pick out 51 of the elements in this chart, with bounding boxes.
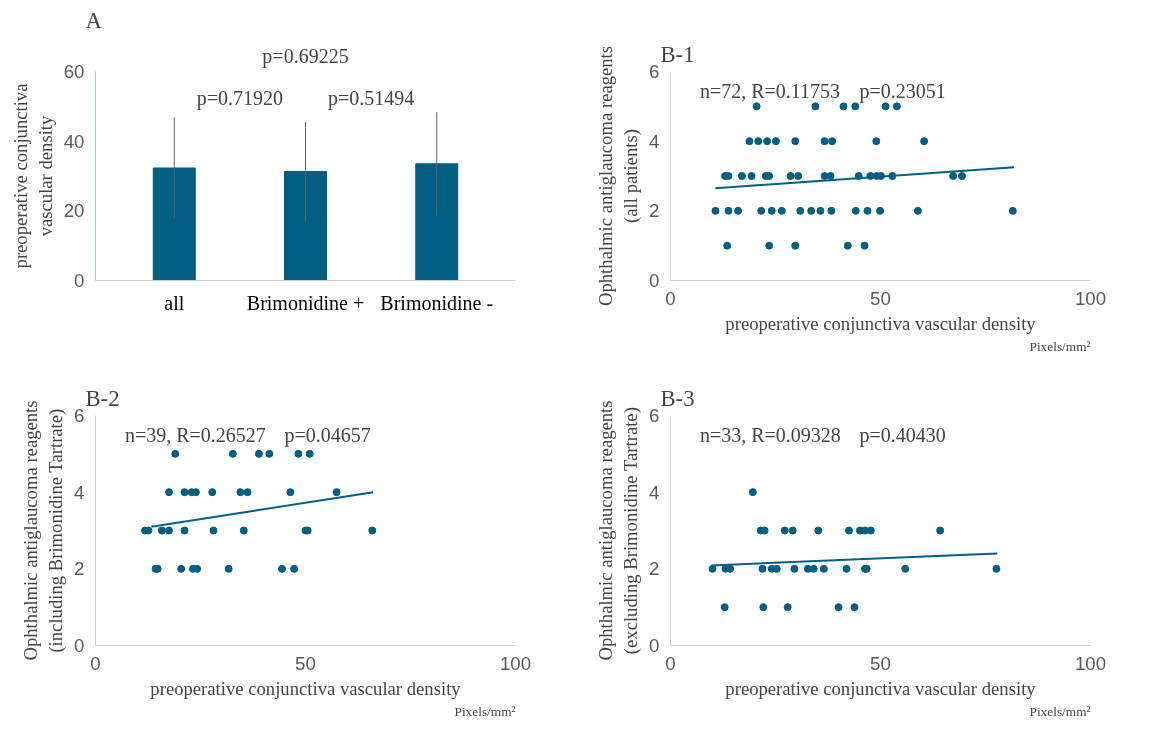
- y-tick-label: 4: [649, 481, 660, 503]
- x-tick-label: 0: [90, 652, 101, 674]
- y-tick-label: 6: [649, 61, 660, 82]
- y-tick-label: 0: [74, 270, 85, 291]
- y-tick-label: 4: [649, 130, 660, 152]
- y-tick-label: 0: [649, 635, 660, 656]
- x-tick-label: 50: [870, 287, 891, 309]
- y-tick-label: 2: [649, 200, 660, 222]
- x-axis-title: preoperative conjunctiva vascular density: [725, 312, 1037, 334]
- x-tick-label: all: [164, 291, 185, 314]
- annotation: p=0.40430: [859, 423, 946, 447]
- y-axis-title: Ophthalmic antiglaucoma reagents (excluding Brimonidine Tartrate): [594, 400, 643, 661]
- y-tick-label: 2: [649, 558, 660, 580]
- annotation: n=33, R=0.09328: [699, 423, 841, 446]
- y-tick-label: 40: [63, 130, 85, 152]
- x-tick-label: 100: [499, 652, 532, 674]
- y-tick-label: 60: [63, 61, 85, 82]
- x-tick-label: 50: [870, 652, 891, 674]
- chart-title: B-3: [660, 385, 695, 411]
- chart-title: B-1: [660, 41, 695, 67]
- x-tick-label: Brimonidine -: [380, 291, 494, 314]
- text: p=0.69225: [262, 44, 349, 68]
- text: Pixels/mm²: [1029, 338, 1091, 354]
- annotation: p=0.04657: [284, 423, 371, 447]
- y-axis-title: Ophthalmic antiglaucoma reagents (all patients): [594, 45, 643, 307]
- x-axis-title: preoperative conjunctiva vascular density: [725, 677, 1037, 699]
- y-tick-label: 6: [74, 405, 85, 426]
- chart-title: A: [85, 7, 103, 33]
- annotation: p=0.71920: [196, 87, 284, 111]
- annotation: n=39, R=0.26527: [124, 423, 266, 446]
- y-tick-label: 6: [649, 405, 660, 426]
- x-tick-label: 100: [1074, 287, 1107, 309]
- text: Pixels/mm²: [1029, 703, 1091, 719]
- x-tick-label: 0: [665, 287, 676, 309]
- annotation: p=0.51494: [327, 87, 415, 111]
- annotation: p=0.23051: [859, 79, 946, 103]
- x-axis-title: preoperative conjunctiva vascular density: [150, 677, 462, 699]
- y-axis-title: preoperative conjunctiva vascular density: [9, 82, 56, 269]
- y-tick-label: 4: [74, 481, 85, 503]
- annotation: n=72, R=0.11753: [699, 79, 841, 102]
- y-tick-label: 20: [63, 200, 85, 222]
- x-tick-label: 0: [665, 652, 676, 674]
- y-tick-label: 0: [74, 635, 85, 656]
- x-tick-label: Brimonidine +: [246, 291, 365, 314]
- x-tick-label: 50: [295, 652, 316, 674]
- x-tick-label: 100: [1074, 652, 1107, 674]
- y-axis-title: Ophthalmic antiglaucoma reagents (including Brimonidine Tartrate): [19, 400, 68, 661]
- y-tick-label: 0: [649, 270, 660, 291]
- y-tick-label: 2: [74, 558, 85, 580]
- chart-title: B-2: [85, 385, 120, 411]
- text: Pixels/mm²: [454, 703, 516, 719]
